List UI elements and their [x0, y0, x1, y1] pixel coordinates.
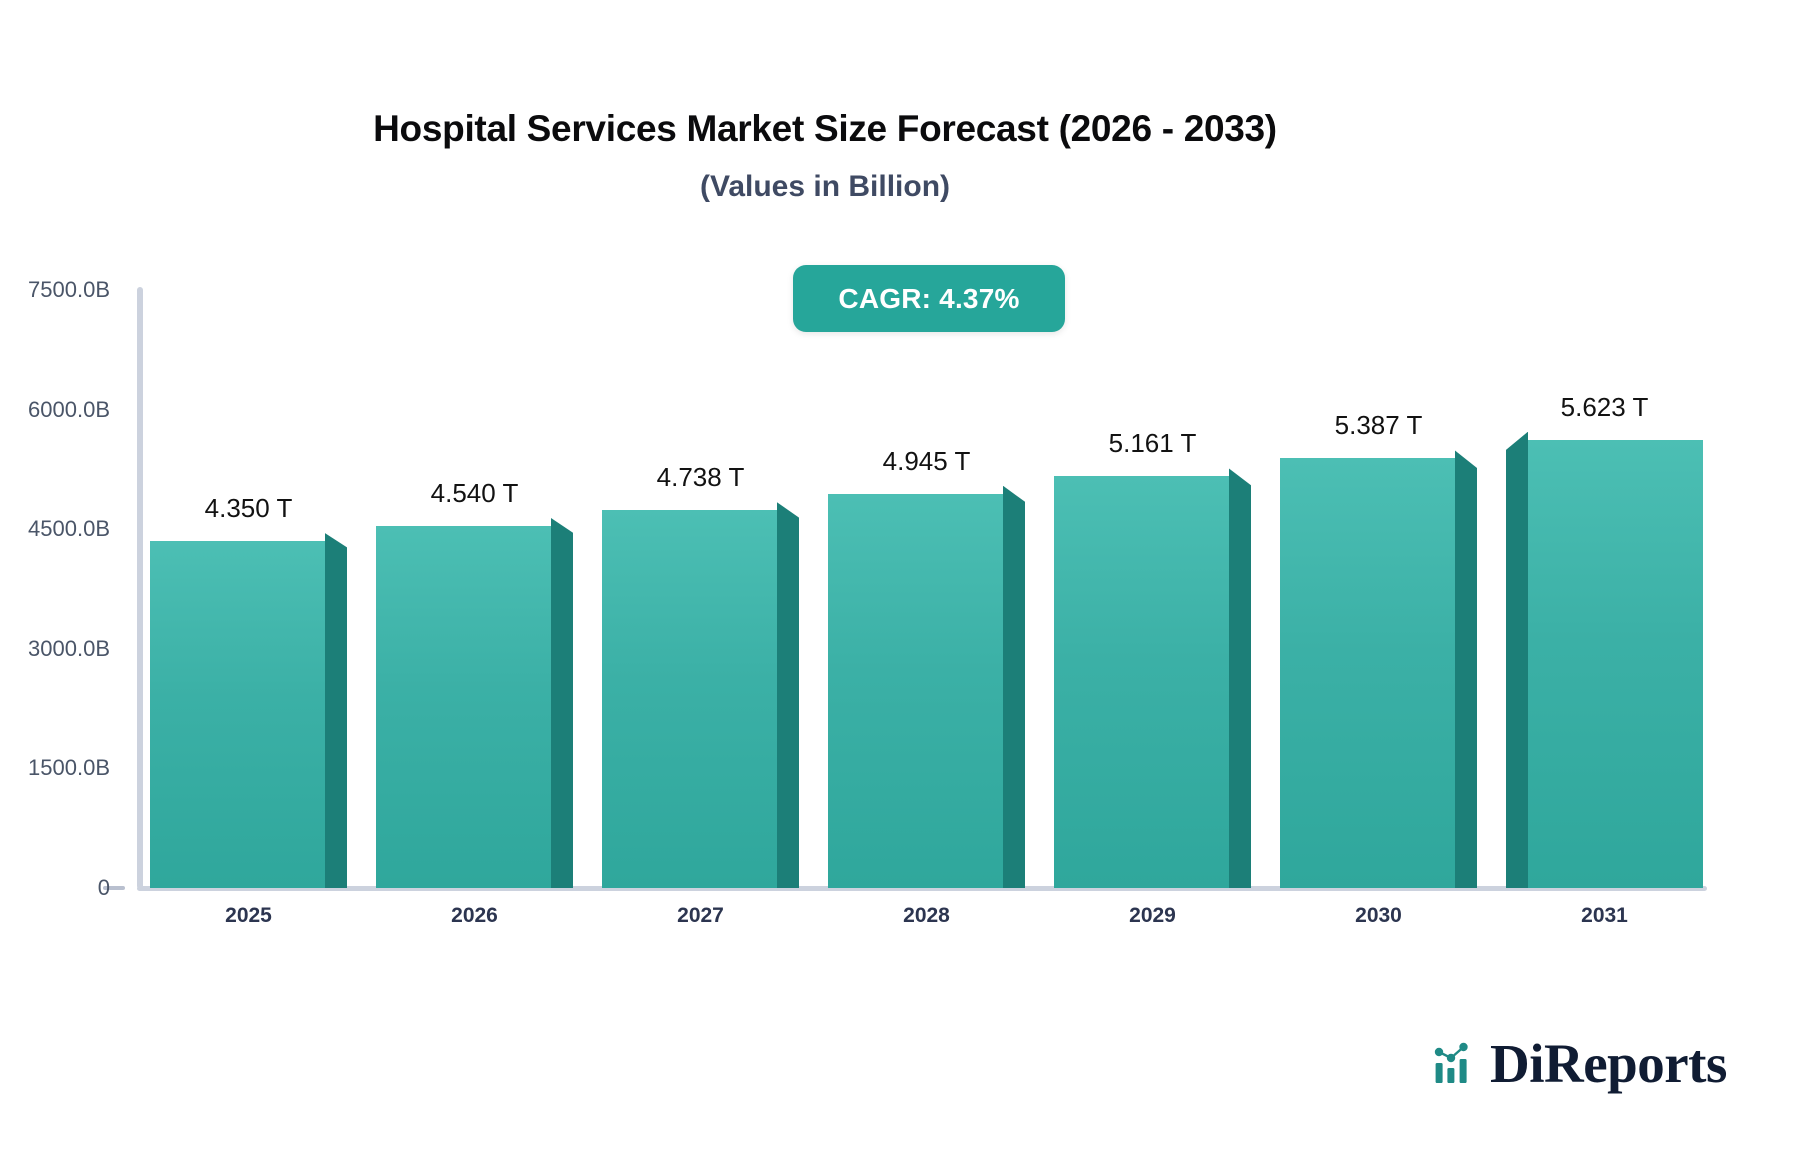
- bar-value-label: 4.540 T: [430, 478, 519, 508]
- bar-value-label: 5.623 T: [1560, 391, 1649, 422]
- x-axis-line: [137, 886, 1707, 891]
- bar-value-label: 4.350 T: [204, 493, 293, 524]
- bar-face: [602, 510, 777, 888]
- y-axis-line: [137, 287, 143, 889]
- bar: [150, 533, 347, 888]
- bar-face: [1280, 458, 1455, 888]
- y-axis-tick-label: 6000.0B: [28, 396, 110, 422]
- bar-face: [1528, 439, 1703, 888]
- x-axis-label: 2031: [1581, 904, 1628, 927]
- bar-side-panel: [325, 533, 347, 888]
- direports-logo: DiReports: [1432, 1036, 1727, 1091]
- bar-face: [828, 493, 1003, 888]
- bar-chart-icon: [1434, 1042, 1468, 1083]
- bar: [376, 518, 573, 888]
- y-axis-tick-label: 3000.0B: [28, 635, 110, 661]
- bar-value-label: 4.738 T: [656, 462, 745, 493]
- bar-face: [150, 541, 325, 888]
- cagr-badge-label: CAGR: 4.37%: [838, 282, 1020, 314]
- y-axis-tick-label: 1500.0B: [28, 755, 110, 781]
- bar-side-panel: [1455, 450, 1477, 888]
- bar: [1280, 450, 1477, 888]
- bar-side-panel: [777, 502, 799, 888]
- bar-value-label: 5.387 T: [1334, 410, 1423, 441]
- bar-side-panel: [551, 518, 573, 888]
- bar-face: [376, 526, 551, 888]
- bar: [602, 502, 799, 888]
- bar: [1054, 468, 1251, 888]
- logo-text: DiReports: [1490, 1033, 1727, 1094]
- bar-face: [1054, 476, 1229, 888]
- x-axis-label: 2025: [225, 904, 272, 927]
- x-axis-label: 2030: [1355, 904, 1402, 927]
- x-axis-label: 2028: [903, 904, 950, 927]
- bar: [1506, 431, 1703, 888]
- zero-tick-mark: [103, 886, 125, 890]
- chart-subtitle: (Values in Billion): [699, 170, 951, 203]
- cagr-badge: CAGR: 4.37%: [793, 265, 1065, 332]
- y-axis-tick-label: 7500.0B: [28, 277, 110, 302]
- page-title: Hospital Services Market Size Forecast (…: [373, 108, 1277, 149]
- bar-value-label: 5.161 T: [1108, 428, 1197, 459]
- x-axis-label: 2026: [451, 904, 498, 927]
- x-axis-label: 2027: [677, 904, 724, 927]
- bar-side-panel: [1003, 485, 1025, 888]
- y-axis-ticks: 0 1500.0B 3000.0B 4500.0B 6000.0B 7500.0B: [0, 0, 110, 1156]
- y-axis-tick-label: 4500.0B: [28, 516, 110, 542]
- bar-side-panel: [1506, 431, 1528, 888]
- bar-value-label: 4.945 T: [882, 445, 971, 476]
- bar: [828, 485, 1025, 888]
- bar-side-panel: [1229, 468, 1251, 888]
- x-axis-label: 2029: [1129, 904, 1176, 927]
- y-axis-tick-label: 0: [97, 875, 110, 900]
